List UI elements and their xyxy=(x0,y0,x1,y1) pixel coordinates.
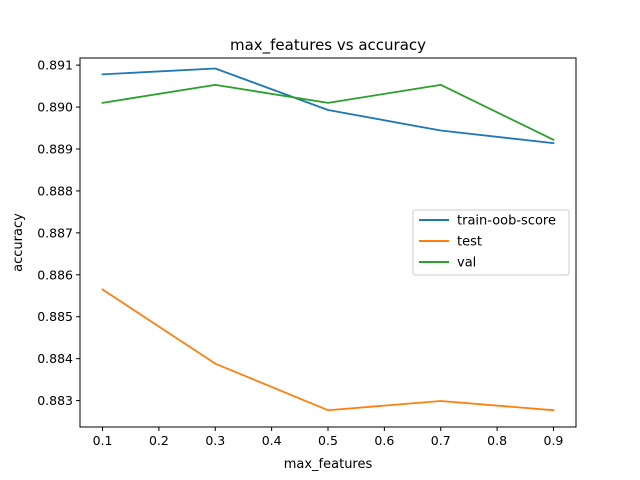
y-tick-label: 0.887 xyxy=(37,225,73,240)
x-tick-label: 0.7 xyxy=(431,433,451,448)
legend-box xyxy=(412,209,570,276)
y-tick-label: 0.888 xyxy=(37,183,73,198)
y-axis-title: accuracy xyxy=(11,213,26,272)
legend-label-val: val xyxy=(457,256,476,271)
x-tick-label: 0.6 xyxy=(374,433,394,448)
y-tick-label: 0.890 xyxy=(37,100,73,115)
x-axis-title: max_features xyxy=(284,457,373,472)
x-tick-label: 0.9 xyxy=(544,433,564,448)
x-tick-label: 0.1 xyxy=(93,433,113,448)
x-tick-label: 0.2 xyxy=(149,433,169,448)
y-tick-label: 0.885 xyxy=(37,309,73,324)
y-tick-label: 0.889 xyxy=(37,141,73,156)
y-tick-label: 0.886 xyxy=(37,267,73,282)
series-line-val xyxy=(101,83,555,141)
series-line-test xyxy=(101,288,555,412)
series-line-train-oob-score xyxy=(101,67,555,145)
y-tick-label: 0.884 xyxy=(37,351,73,366)
x-tick-label: 0.5 xyxy=(318,433,338,448)
x-tick-label: 0.3 xyxy=(205,433,225,448)
legend-label-train-oob-score: train-oob-score xyxy=(457,214,556,229)
x-tick-label: 0.4 xyxy=(262,433,282,448)
x-axis: 0.1 0.2 0.3 0.4 0.5 0.6 0.7 0.8 0.9 xyxy=(93,427,564,448)
legend-label-test: test xyxy=(457,235,482,250)
y-axis: 0.883 0.884 0.885 0.886 0.887 0.888 0.889 0.890… xyxy=(37,58,80,408)
series-layer xyxy=(101,67,555,412)
y-tick-label: 0.891 xyxy=(37,58,73,73)
y-tick-label: 0.883 xyxy=(37,393,73,408)
chart-title: max_features vs accuracy xyxy=(230,36,426,55)
x-tick-label: 0.8 xyxy=(487,433,507,448)
legend: train-oob-score test val xyxy=(412,209,570,276)
